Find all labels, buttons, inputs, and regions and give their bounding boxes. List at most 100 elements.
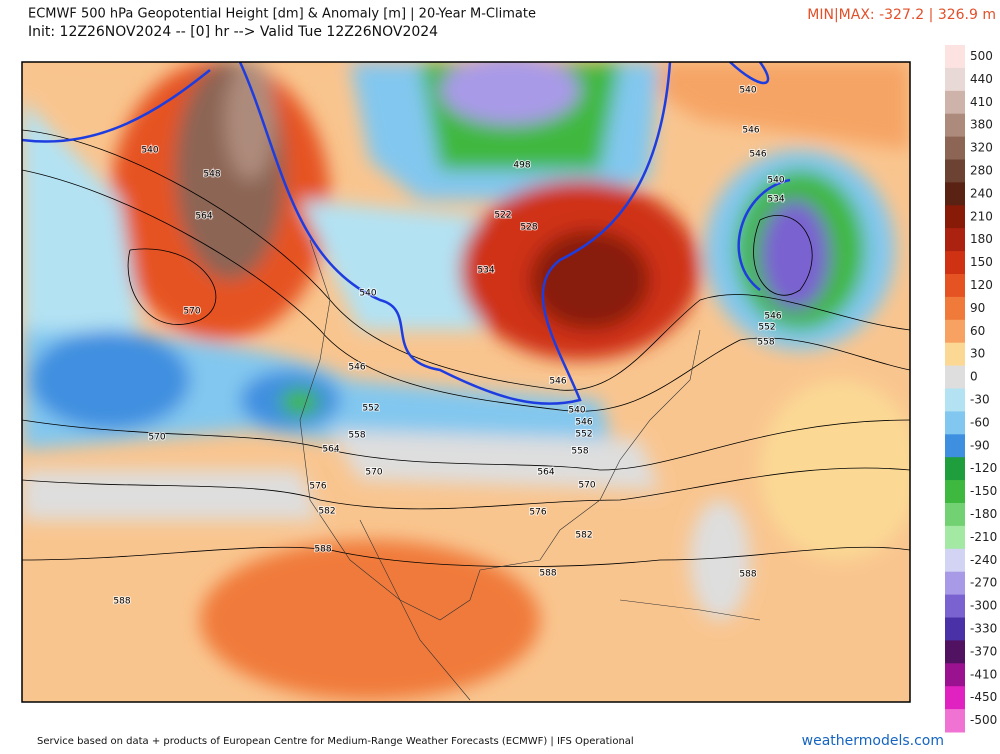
colorbar-label: 280 bbox=[970, 163, 993, 177]
coastlines bbox=[299, 239, 761, 701]
colorbar-swatch bbox=[945, 136, 965, 160]
colorbar: 500 440 410 380 320 280 240 210 180 150 120 90 60 30 0… bbox=[945, 45, 997, 733]
colorbar-label: -30 bbox=[970, 392, 990, 406]
contour-label: 546 bbox=[749, 150, 766, 160]
colorbar-label: 410 bbox=[970, 95, 993, 109]
colorbar-label: -500 bbox=[970, 713, 997, 727]
colorbar-swatch bbox=[945, 411, 965, 435]
colorbar-swatch bbox=[945, 274, 965, 298]
contour-label: 540 bbox=[767, 176, 784, 186]
colorbar-swatch bbox=[945, 113, 965, 138]
contour-label: 588 bbox=[739, 570, 756, 580]
colorbar-label: 440 bbox=[970, 72, 993, 86]
contour-label: 558 bbox=[571, 447, 588, 457]
contour-labels: 5405485645705705465525585645705765825885… bbox=[112, 85, 785, 608]
colorbar-swatch bbox=[945, 594, 965, 618]
colorbar-swatch bbox=[945, 45, 965, 69]
contour-label: 546 bbox=[764, 312, 781, 322]
colorbar-label: -270 bbox=[970, 576, 997, 590]
colorbar-swatch bbox=[945, 480, 965, 504]
colorbar-swatch bbox=[945, 686, 965, 710]
colorbar-swatch bbox=[945, 709, 965, 733]
contour-label: 576 bbox=[309, 482, 326, 492]
colorbar-label: 0 bbox=[970, 370, 978, 384]
contour-label: 534 bbox=[477, 266, 494, 276]
colorbar-swatch bbox=[945, 365, 965, 389]
colorbar-label: 240 bbox=[970, 186, 993, 200]
colorbar-swatch bbox=[945, 640, 965, 664]
contour-label: 548 bbox=[203, 170, 220, 180]
contour-label: 588 bbox=[539, 569, 556, 579]
contour-label: 546 bbox=[549, 377, 566, 387]
contour-label: 534 bbox=[767, 195, 784, 205]
contour-label: 570 bbox=[578, 481, 595, 491]
contour-label: 546 bbox=[575, 418, 592, 428]
colorbar-label: 30 bbox=[970, 347, 985, 361]
contour-label: 588 bbox=[113, 597, 130, 607]
min-max: MIN|MAX: -327.2 | 326.9 m bbox=[807, 7, 996, 23]
colorbar-label: 150 bbox=[970, 255, 993, 269]
contour-label: 558 bbox=[757, 338, 774, 348]
colorbar-label: -120 bbox=[970, 461, 997, 475]
colorbar-label: -410 bbox=[970, 667, 997, 681]
contour-label: 576 bbox=[529, 508, 546, 518]
contour-label: 588 bbox=[314, 545, 331, 555]
contour-label: 582 bbox=[575, 531, 592, 541]
brand: weathermodels.com bbox=[802, 733, 944, 749]
contour-label: 570 bbox=[183, 307, 200, 317]
contour-label: 552 bbox=[575, 430, 592, 440]
colorbar-label: -90 bbox=[970, 438, 990, 452]
colorbar-label: 120 bbox=[970, 278, 993, 292]
contour-label: 528 bbox=[520, 223, 537, 233]
contour-label: 564 bbox=[195, 212, 212, 222]
contour-label: 552 bbox=[758, 323, 775, 333]
map-frame bbox=[21, 61, 911, 703]
contour-label: 564 bbox=[537, 468, 554, 478]
contour-label: 570 bbox=[365, 468, 382, 478]
colorbar-swatch bbox=[945, 663, 965, 687]
colorbar-swatch bbox=[945, 503, 965, 527]
contour-label: 570 bbox=[148, 433, 165, 443]
contour-label: 558 bbox=[348, 431, 365, 441]
contour-label: 540 bbox=[141, 146, 158, 156]
contour-540 bbox=[22, 62, 791, 405]
colorbar-swatch bbox=[945, 90, 965, 115]
colorbar-label: 180 bbox=[970, 232, 993, 246]
title: ECMWF 500 hPa Geopotential Height [dm] &… bbox=[28, 7, 536, 22]
map bbox=[22, 62, 910, 702]
colorbar-label: 380 bbox=[970, 118, 993, 132]
colorbar-swatch bbox=[945, 205, 965, 229]
contour-label: 522 bbox=[494, 211, 511, 221]
contour-label: 540 bbox=[739, 86, 756, 96]
contour-label: 546 bbox=[742, 126, 759, 136]
colorbar-label: 500 bbox=[970, 49, 993, 63]
contour-label: 552 bbox=[362, 404, 379, 414]
colorbar-swatch bbox=[945, 571, 965, 596]
colorbar-label: -240 bbox=[970, 553, 997, 567]
subtitle: Init: 12Z26NOV2024 -- [0] hr --> Valid T… bbox=[28, 24, 438, 40]
colorbar-label: -330 bbox=[970, 621, 997, 635]
credit: Service based on data + products of Euro… bbox=[37, 736, 634, 747]
colorbar-swatch bbox=[945, 251, 965, 275]
colorbar-label: -60 bbox=[970, 415, 990, 429]
colorbar-swatch bbox=[945, 159, 965, 183]
colorbar-swatch bbox=[945, 548, 965, 573]
colorbar-label: 210 bbox=[970, 209, 993, 223]
colorbar-label: -150 bbox=[970, 484, 997, 498]
colorbar-swatch bbox=[945, 342, 965, 367]
colorbar-swatch bbox=[945, 67, 965, 92]
contour-label: 498 bbox=[513, 161, 530, 171]
colorbar-label: -300 bbox=[970, 599, 997, 613]
colorbar-swatch bbox=[945, 228, 965, 252]
colorbar-label: 320 bbox=[970, 141, 993, 155]
colorbar-swatch bbox=[945, 319, 965, 344]
colorbar-label: -180 bbox=[970, 507, 997, 521]
contour-label: 582 bbox=[318, 507, 335, 517]
colorbar-label: -210 bbox=[970, 530, 997, 544]
colorbar-swatch bbox=[945, 525, 965, 550]
contours bbox=[22, 129, 910, 567]
contour-label: 540 bbox=[568, 406, 585, 416]
colorbar-swatch bbox=[945, 296, 965, 321]
colorbar-swatch bbox=[945, 434, 965, 458]
